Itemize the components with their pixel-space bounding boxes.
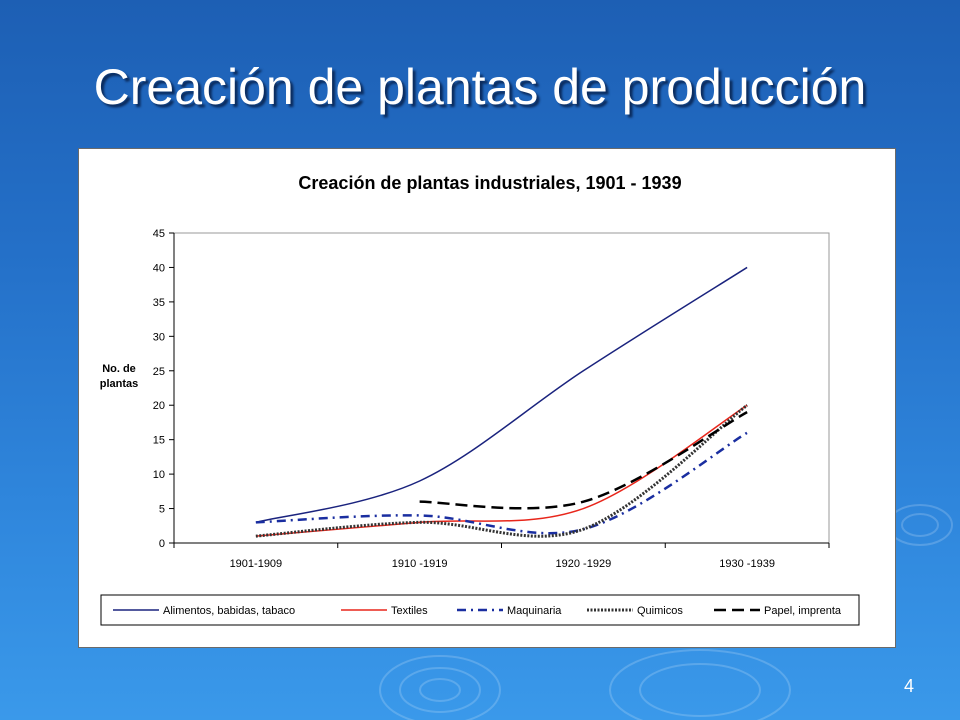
y-tick-label: 40 — [153, 262, 165, 274]
series-line-maquinaria — [255, 431, 748, 535]
y-tick-label: 5 — [159, 504, 165, 516]
legend-label: Papel, imprenta — [764, 605, 842, 617]
y-tick-label: 15 — [153, 435, 165, 447]
y-tick-label: 20 — [153, 400, 165, 412]
y-axis-label: No. de plantas — [100, 363, 139, 390]
y-tick-label: 10 — [153, 469, 165, 481]
series-line-quimicos — [255, 404, 749, 538]
y-tick-label: 45 — [153, 228, 165, 240]
chart-title: Creación de plantas industriales, 1901 -… — [298, 173, 681, 193]
legend-label: Maquinaria — [507, 605, 562, 617]
slide-title: Creación de plantas de producción — [93, 59, 867, 115]
plot-area — [173, 232, 830, 544]
series-layer — [255, 266, 749, 538]
y-tick-label: 35 — [153, 297, 165, 309]
legend-label: Quimicos — [637, 605, 683, 617]
x-tick-label: 1930 -1939 — [719, 558, 775, 570]
series-line-alimentos-babidas-tabaco — [255, 266, 748, 524]
legend-label: Textiles — [391, 605, 428, 617]
chart-axes: 0 5 10 15 20 25 30 35 40 45 1901-1909 1910 -1919 192… — [153, 228, 830, 570]
y-tick-label: 0 — [159, 538, 165, 550]
x-tick-label: 1901-1909 — [230, 558, 283, 570]
legend-label: Alimentos, babidas, tabaco — [163, 605, 295, 617]
x-tick-label: 1920 -1929 — [556, 558, 612, 570]
chart-frame: Creación de plantas industriales, 1901 -… — [78, 148, 896, 648]
x-tick-label: 1910 -1919 — [392, 558, 448, 570]
slide-number: 4 — [903, 676, 914, 696]
y-tick-label: 25 — [153, 366, 165, 378]
y-axis-label-text: No. de plantas — [100, 363, 139, 390]
line-chart: Creación de plantas industriales, 1901 -… — [100, 173, 860, 626]
series-line-papel-imprenta — [419, 411, 748, 510]
legend: Alimentos, babidas, tabaco Textiles Maquin… — [100, 594, 860, 626]
y-tick-label: 30 — [153, 331, 165, 343]
